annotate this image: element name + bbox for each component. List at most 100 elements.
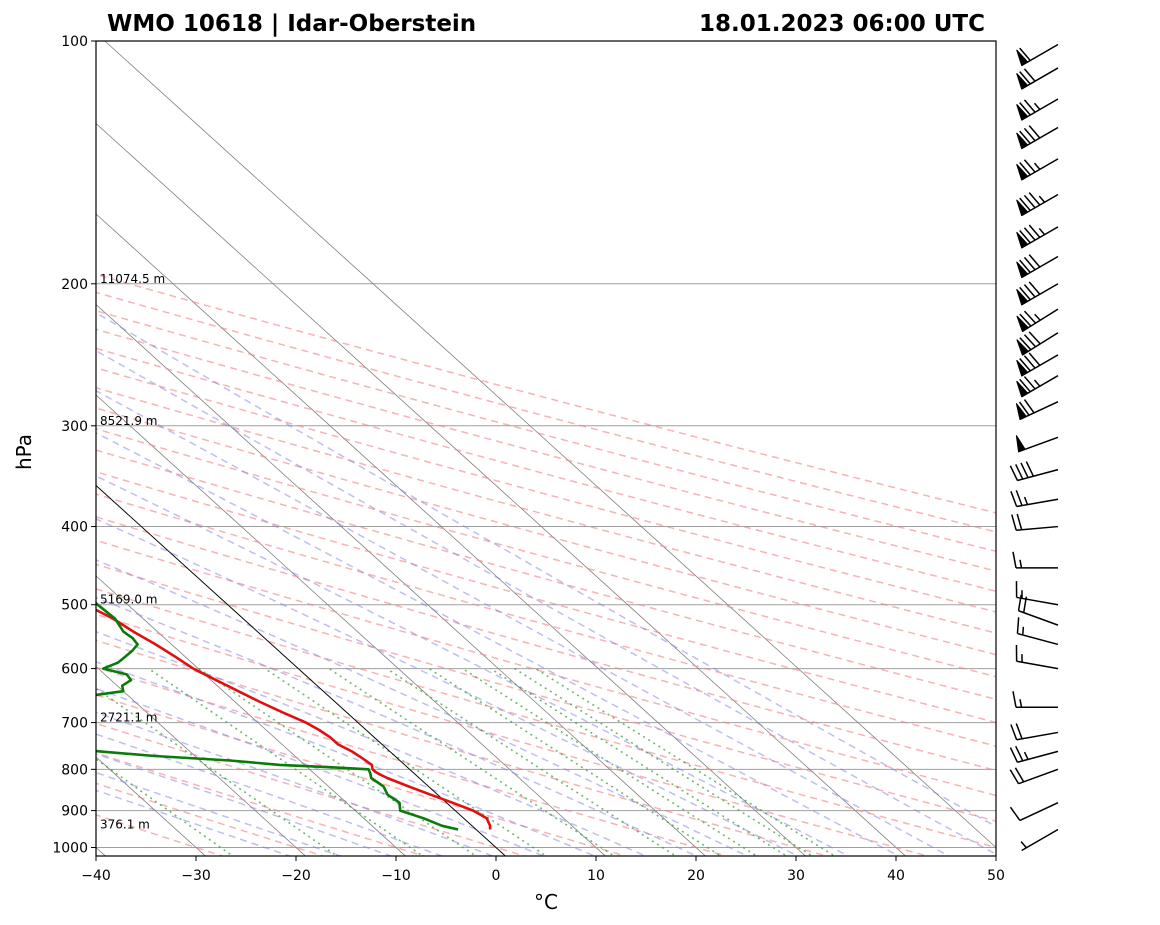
dry-adiabat [96,493,996,747]
wind-barb [1020,828,1059,852]
grid-layer [96,41,996,856]
wind-barb [1016,192,1059,217]
height-label: 8521.9 m [100,414,158,428]
dry-adiabat [96,428,996,678]
freezing-isotherm [96,484,507,856]
mixing-ratio-line [514,667,814,856]
wind-barb [1015,581,1059,606]
isotherm [96,122,906,856]
dewpoint-line [96,601,459,831]
wind-barb [1016,98,1059,121]
mixing-ratio-line [462,667,759,856]
y-tick-label: 500 [61,598,88,614]
moist-adiabat [96,596,699,856]
isotherm [96,394,606,856]
wind-barb [1016,67,1059,90]
mixing-ratio-line [198,667,478,856]
isotherm [96,213,806,856]
wind-barb [1015,399,1059,421]
wind-barb [1016,43,1059,67]
height-labels: 11074.5 m 8521.9 m 5169.0 m 2721.1 m 376.1 m [100,272,165,832]
dry-adiabat [96,347,996,593]
wind-barb [1016,125,1059,150]
x-tick-label: 40 [887,868,905,884]
dry-adiabat [96,563,996,822]
wind-barb [1012,691,1058,708]
wind-barb [1011,513,1059,531]
x-tick-label: 50 [987,868,1005,884]
x-tick-label: 20 [687,868,705,884]
mixing-ratio-line [490,667,789,856]
wind-barb [1016,375,1059,398]
x-tick-label: −30 [181,868,211,884]
wind-barb [1016,352,1059,377]
wind-barb [1009,745,1059,763]
wind-barb [1012,551,1058,569]
y-axis-label: hPa [12,434,36,470]
y-tick-label: 100 [61,34,88,50]
wind-barb [1016,331,1059,356]
wind-barb [1016,254,1059,279]
wind-barb [1016,308,1059,333]
dry-adiabat [96,588,996,849]
mixing-ratio-line [148,667,425,856]
x-tick-label: −10 [381,868,411,884]
height-label: 2721.1 m [100,711,158,725]
mixing-ratio-line [535,667,837,856]
isotherm [96,665,306,856]
wind-barb [1015,435,1059,453]
moist-adiabat [96,349,996,856]
dry-adiabat [96,666,729,856]
dry-adiabat [96,471,996,724]
wind-barb [1009,767,1059,785]
y-tick-label: 1000 [52,841,88,857]
moist-adiabat [96,687,546,856]
dry-adiabat [96,309,996,553]
wind-barb [1010,723,1059,741]
wind-barb [1016,158,1059,181]
wind-barb [1009,461,1059,482]
y-tick-label: 300 [61,419,88,435]
x-tick-label: 10 [587,868,605,884]
isotherm [96,303,706,856]
dry-adiabat [96,291,996,533]
wind-barb [1016,224,1059,249]
x-axis-label: °C [534,890,558,914]
moist-adiabat [96,661,597,856]
mixing-ratio-line [428,667,723,856]
x-tick-label: −40 [81,868,111,884]
moist-adiabat [96,733,444,856]
mixing-ratio-line [386,667,678,856]
isotherm [104,41,996,849]
y-tick-label: 200 [61,277,88,293]
dry-adiabat [96,639,830,856]
plot-frame [95,40,997,857]
isotherm [96,575,406,856]
x-tick-label: 0 [492,868,501,884]
height-label: 376.1 m [100,818,150,832]
chart-title-right: 18.01.2023 06:00 UTC [699,11,985,37]
x-tick-label: 30 [787,868,805,884]
moist-adiabat [96,311,996,828]
moist-adiabat [96,753,394,856]
moist-adiabat [96,475,850,856]
y-tick-label: 800 [61,762,88,778]
moist-adiabat [96,711,495,856]
y-tick-label: 700 [61,716,88,732]
x-tick-label: −20 [281,868,311,884]
wind-barbs [1009,43,1059,852]
moist-adiabat [96,559,749,856]
height-label: 5169.0 m [100,593,158,607]
wind-barb [1016,281,1059,306]
moist-adiabat [96,630,648,856]
wind-barb [1016,617,1059,646]
wind-barb [1015,644,1059,670]
chart-title-left: WMO 10618 | Idar-Oberstein [107,11,476,37]
series-layer [96,601,492,831]
mixing-ratio-line [96,687,339,856]
moist-adiabat [96,389,951,856]
y-tick-label: 600 [61,662,88,678]
temperature-line [96,608,492,830]
dry-adiabat [96,367,996,613]
